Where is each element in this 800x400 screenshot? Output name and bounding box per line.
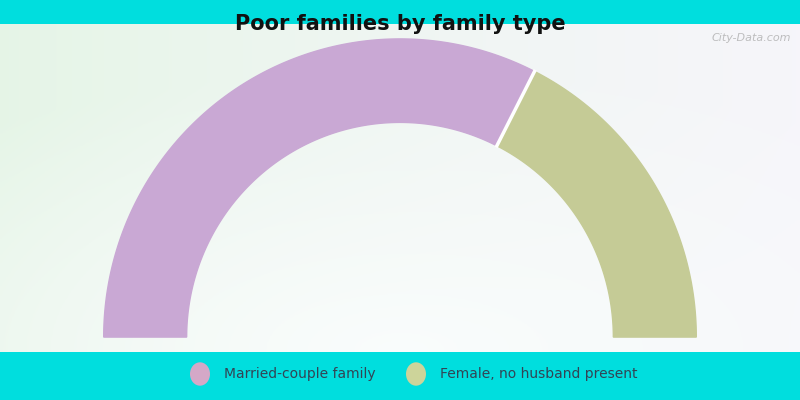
Polygon shape bbox=[104, 39, 534, 337]
Text: Married-couple family: Married-couple family bbox=[224, 367, 376, 381]
Polygon shape bbox=[497, 72, 696, 337]
Ellipse shape bbox=[406, 362, 426, 386]
Text: Poor families by family type: Poor families by family type bbox=[234, 14, 566, 34]
Ellipse shape bbox=[190, 362, 210, 386]
Text: City-Data.com: City-Data.com bbox=[712, 33, 791, 43]
Text: Female, no husband present: Female, no husband present bbox=[440, 367, 638, 381]
